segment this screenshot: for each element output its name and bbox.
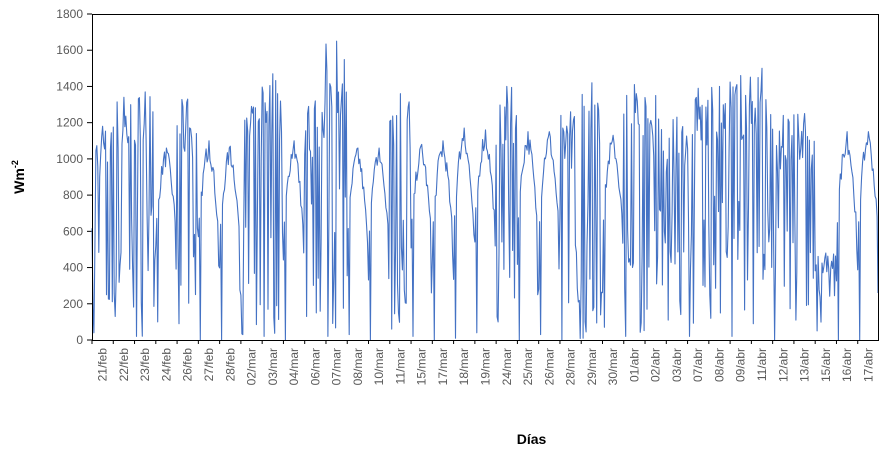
y-axis-title: Wm-2 bbox=[10, 160, 27, 194]
x-axis-ticks: 21/feb 22/feb 23/feb 24/feb 26/feb 27/feb 28/f… bbox=[91, 340, 875, 385]
x-tick-label: 03/abr bbox=[670, 348, 684, 382]
y-tick-label: 1600 bbox=[56, 43, 83, 57]
x-tick-label: 30/mar bbox=[606, 348, 620, 385]
x-tick-label: 01/abr bbox=[627, 348, 641, 382]
x-tick-label: 27/feb bbox=[202, 348, 216, 382]
x-tick-label: 06/mar bbox=[308, 348, 322, 385]
x-tick-label: 16/abr bbox=[840, 348, 854, 382]
plot-area-frame bbox=[92, 14, 879, 341]
y-tick-label: 800 bbox=[63, 188, 83, 202]
x-tick-label: 18/mar bbox=[457, 348, 471, 385]
x-tick-label: 15/mar bbox=[415, 348, 429, 385]
x-tick-label: 02/abr bbox=[649, 348, 663, 382]
y-tick-label: 0 bbox=[76, 333, 83, 347]
x-tick-label: 28/mar bbox=[564, 348, 578, 385]
x-tick-label: 17/abr bbox=[861, 348, 875, 382]
x-tick-label: 02/mar bbox=[245, 348, 259, 385]
x-tick-label: 15/abr bbox=[819, 348, 833, 382]
y-axis-title-exponent: -2 bbox=[10, 160, 20, 168]
x-tick-label: 08/abr bbox=[712, 348, 726, 382]
x-tick-label: 10/mar bbox=[372, 348, 386, 385]
x-tick-label: 13/abr bbox=[798, 348, 812, 382]
y-tick-label: 1000 bbox=[56, 152, 83, 166]
x-tick-label: 26/feb bbox=[181, 348, 195, 382]
irradiance-series-line bbox=[91, 40, 879, 341]
x-tick-label: 07/abr bbox=[691, 348, 705, 382]
x-tick-label: 17/mar bbox=[436, 348, 450, 385]
x-tick-label: 21/feb bbox=[96, 348, 110, 382]
y-axis-title-unit: Wm bbox=[11, 168, 27, 194]
y-tick-label: 400 bbox=[63, 261, 83, 275]
x-tick-label: 28/feb bbox=[223, 348, 237, 382]
y-axis-ticks: 0 200 400 600 800 1000 1200 1400 1600 1800 bbox=[56, 7, 92, 347]
x-tick-label: 22/feb bbox=[117, 348, 131, 382]
x-axis-title: Días bbox=[517, 431, 547, 447]
x-tick-label: 11/abr bbox=[755, 348, 769, 381]
y-tick-label: 600 bbox=[63, 224, 83, 238]
x-tick-label: 24/feb bbox=[159, 348, 173, 382]
y-tick-label: 1400 bbox=[56, 79, 83, 93]
x-tick-label: 23/feb bbox=[138, 348, 152, 382]
x-tick-label: 04/mar bbox=[287, 348, 301, 385]
x-tick-label: 24/mar bbox=[500, 348, 514, 385]
x-tick-label: 03/mar bbox=[266, 348, 280, 385]
x-tick-label: 29/mar bbox=[585, 348, 599, 385]
y-tick-label: 1200 bbox=[56, 116, 83, 130]
x-tick-label: 07/mar bbox=[330, 348, 344, 385]
x-tick-label: 11/mar bbox=[393, 348, 407, 384]
x-tick-label: 09/abr bbox=[734, 348, 748, 382]
y-tick-label: 200 bbox=[63, 297, 83, 311]
x-tick-label: 12/abr bbox=[776, 348, 790, 382]
x-tick-label: 08/mar bbox=[351, 348, 365, 385]
x-tick-label: 25/mar bbox=[521, 348, 535, 385]
x-tick-label: 19/mar bbox=[479, 348, 493, 385]
x-tick-label: 26/mar bbox=[542, 348, 556, 385]
series-layer bbox=[91, 40, 879, 341]
y-tick-label: 1800 bbox=[56, 7, 83, 21]
